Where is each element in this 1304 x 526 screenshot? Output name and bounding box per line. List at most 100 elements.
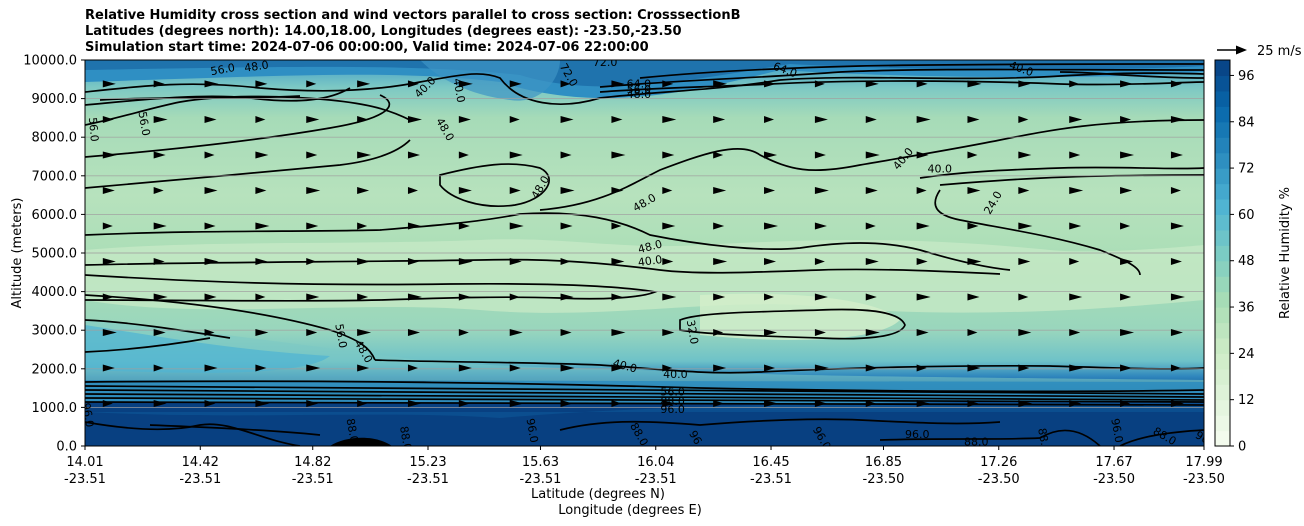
- wind-vector: [357, 329, 372, 337]
- x-tick-label-latitude: 16.85: [865, 455, 902, 470]
- wind-vector: [916, 400, 930, 408]
- wind-vector: [102, 80, 116, 88]
- wind-vector: [1170, 151, 1183, 159]
- wind-vector: [509, 115, 520, 123]
- wind-vector: [916, 257, 928, 265]
- wind-vector: [255, 364, 267, 372]
- y-tick-label: 1000.0: [32, 401, 78, 416]
- y-tick-label: 4000.0: [32, 285, 78, 300]
- x-tick-label-longitude: -23.50: [1093, 472, 1135, 487]
- wind-vector: [458, 329, 469, 337]
- wind-vector: [713, 186, 727, 194]
- contour-label: 48.0: [637, 237, 664, 256]
- wind-vector: [204, 151, 215, 159]
- wind-vector: [306, 257, 317, 265]
- wind-vector: [1018, 329, 1032, 337]
- wind-vector: [1120, 400, 1131, 408]
- wind-vector: [865, 257, 879, 265]
- wind-vector: [662, 400, 676, 408]
- wind-vector: [407, 400, 421, 408]
- wind-vector: [407, 293, 422, 301]
- wind-vector: [407, 222, 421, 230]
- wind-vector: [204, 115, 217, 123]
- y-tick-label: 0.0: [56, 440, 77, 455]
- wind-vector: [916, 222, 930, 230]
- wind-vector: [306, 329, 318, 337]
- wind-vector: [611, 115, 623, 123]
- wind-vector: [306, 400, 319, 408]
- colorbar-band: [1215, 276, 1230, 293]
- x-tick-label-longitude: -23.51: [64, 472, 106, 487]
- colorbar-band: [1215, 399, 1230, 416]
- colorbar-band: [1215, 307, 1230, 324]
- wind-vector: [458, 115, 471, 123]
- contour-label: 40.0: [927, 163, 952, 176]
- wind-vector: [1170, 186, 1181, 194]
- colorbar-band: [1215, 183, 1230, 200]
- wind-vector: [814, 80, 825, 88]
- wind-vector: [713, 364, 727, 372]
- wind-vector: [306, 222, 319, 230]
- colorbar-tick-label: 72: [1238, 162, 1255, 177]
- wind-vectors: [102, 80, 1185, 408]
- wind-key: 25 m/s: [1217, 44, 1302, 59]
- wind-vector: [204, 293, 217, 301]
- colorbar-band: [1215, 214, 1230, 231]
- wind-vector: [764, 329, 778, 337]
- wind-vector: [764, 80, 777, 88]
- wind-vector: [509, 364, 521, 372]
- colorbar-band: [1215, 430, 1230, 447]
- contour-label: 56.0: [332, 323, 349, 349]
- wind-vector: [865, 80, 879, 88]
- contour-label: 56.0: [86, 117, 101, 143]
- wind-vector: [1120, 115, 1132, 123]
- wind-vector: [611, 329, 626, 337]
- wind-vector: [255, 151, 269, 159]
- y-tick-label: 8000.0: [32, 131, 78, 146]
- wind-vector: [306, 364, 321, 372]
- wind-vector: [814, 222, 827, 230]
- wind-vector: [153, 115, 168, 123]
- title-line-3: Simulation start time: 2024-07-06 00:00:…: [85, 40, 649, 55]
- colorbar-band: [1215, 368, 1230, 385]
- wind-vector: [153, 186, 164, 194]
- wind-vector: [255, 400, 270, 408]
- colorbar-tick-label: 36: [1238, 301, 1255, 316]
- x-tick-label-latitude: 17.67: [1095, 455, 1132, 470]
- wind-vector: [1170, 329, 1183, 337]
- x-axis-label-longitude: Longitude (degrees E): [558, 503, 702, 518]
- wind-vector: [458, 222, 470, 230]
- wind-vector: [357, 257, 371, 265]
- wind-vector: [967, 364, 981, 372]
- colorbar-band: [1215, 260, 1230, 277]
- x-tick-label-longitude: -23.51: [750, 472, 792, 487]
- wind-vector: [662, 222, 676, 230]
- wind-vector: [916, 364, 927, 372]
- wind-vector: [967, 115, 980, 123]
- colorbar-band: [1215, 229, 1230, 246]
- wind-vector: [1120, 329, 1135, 337]
- wind-vector: [407, 115, 422, 123]
- wind-vector: [713, 115, 726, 123]
- wind-vector: [814, 186, 829, 194]
- wind-vector: [713, 329, 724, 337]
- wind-vector: [662, 364, 673, 372]
- x-tick-label-latitude: 14.01: [66, 455, 103, 470]
- x-tick-label-latitude: 14.82: [294, 455, 331, 470]
- wind-vector: [509, 400, 524, 408]
- contour-label: 64.0: [627, 77, 652, 90]
- wind-vector: [1018, 293, 1029, 301]
- wind-vector: [1120, 222, 1131, 230]
- colorbar-band: [1215, 322, 1230, 339]
- wind-vector: [560, 329, 572, 337]
- wind-vector: [916, 115, 931, 123]
- wind-vector: [814, 257, 825, 265]
- wind-vector: [1120, 293, 1132, 301]
- x-tick-label-longitude: -23.51: [635, 472, 677, 487]
- wind-vector: [306, 151, 318, 159]
- wind-vector: [102, 364, 115, 372]
- wind-vector: [865, 329, 880, 337]
- x-tick-label-longitude: -23.50: [1183, 472, 1225, 487]
- wind-vector: [509, 257, 522, 265]
- wind-vector: [764, 293, 775, 301]
